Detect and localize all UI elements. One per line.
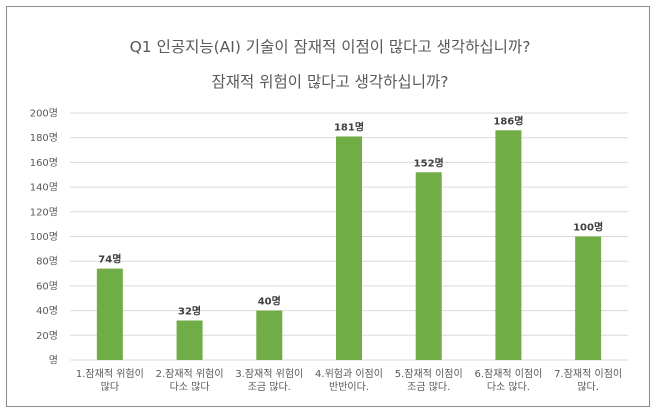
bar — [96, 268, 123, 360]
y-tick-label: 20명 — [36, 330, 58, 342]
bar — [336, 136, 362, 360]
data-label: 32명 — [178, 304, 201, 317]
bar — [495, 130, 522, 360]
category-label: 3.잠재적 위험이 — [235, 367, 303, 380]
data-label: 40명 — [258, 295, 281, 308]
category-label: 다소 많다. — [487, 381, 530, 393]
bar — [176, 320, 203, 360]
y-tick-label: 160명 — [30, 157, 58, 169]
category-label: 조금 많다. — [248, 381, 291, 393]
y-tick-label: 100명 — [30, 231, 58, 243]
category-label: 5.잠재적 이점이 — [395, 368, 463, 380]
category-label: 4.위험과 이점이 — [315, 367, 383, 380]
y-tick-label: 40명 — [36, 305, 58, 317]
data-label: 74명 — [98, 253, 121, 266]
y-tick-label: 명 — [49, 355, 58, 367]
y-tick-label: 120명 — [30, 206, 58, 218]
category-label: 조금 많다. — [407, 381, 450, 393]
chart-title: Q1 인공지능(AI) 기술이 잠재적 이점이 많다고 생각하십니까? — [129, 38, 531, 56]
chart-subtitle: 잠재적 위험이 많다고 생각하십니까? — [211, 73, 449, 91]
category-label: 많다. — [577, 381, 599, 393]
bar — [415, 172, 442, 360]
y-tick-label: 60명 — [36, 280, 58, 292]
category-label: 1.잠재적 위험이 — [76, 367, 144, 380]
bar — [575, 236, 602, 360]
category-label: 다소 많다 — [170, 381, 210, 393]
y-tick-label: 200명 — [30, 108, 58, 120]
data-label: 152명 — [414, 156, 444, 169]
data-label: 181명 — [334, 120, 364, 133]
category-label: 반반이다. — [329, 381, 369, 393]
y-tick-label: 180명 — [30, 132, 58, 144]
y-tick-label: 80명 — [36, 256, 58, 268]
bar — [256, 310, 283, 360]
category-label: 2.잠재적 위험이 — [156, 367, 224, 380]
data-label: 186명 — [493, 114, 523, 127]
category-label: 6.잠재적 이점이 — [474, 368, 542, 380]
y-tick-label: 140명 — [30, 182, 58, 194]
data-label: 100명 — [573, 221, 603, 234]
category-label: 7.잠재적 이점이 — [554, 368, 622, 380]
category-label: 많다 — [101, 381, 119, 393]
